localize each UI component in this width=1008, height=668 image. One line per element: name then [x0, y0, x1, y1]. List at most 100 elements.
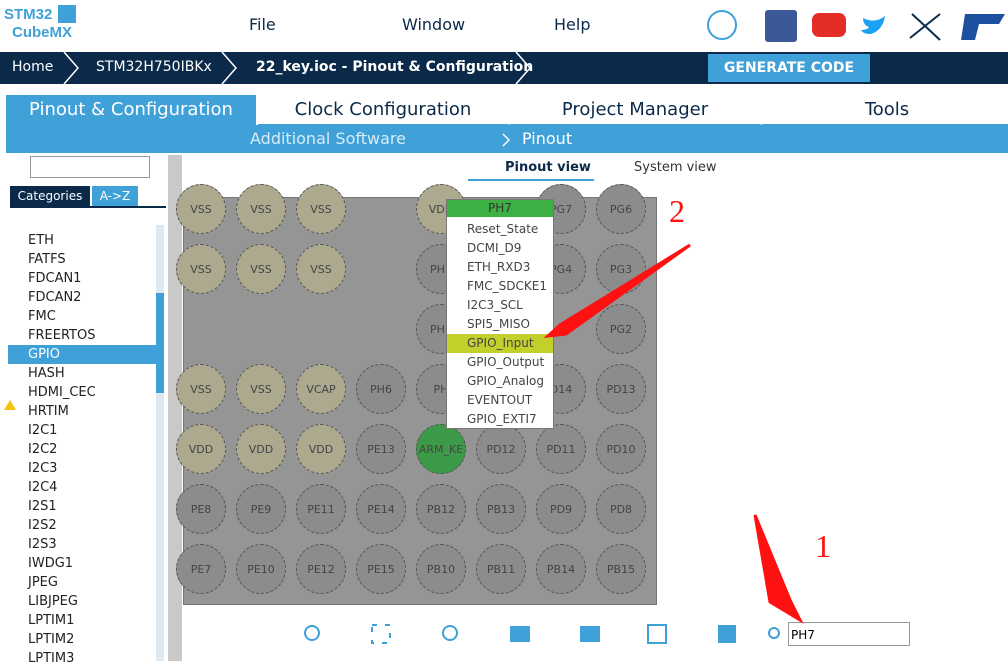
pin[interactable]: PG3 — [596, 244, 646, 294]
pin[interactable]: VSS — [176, 364, 226, 414]
pin[interactable]: PE14 — [356, 484, 406, 534]
pin-popup: PH7 Reset_State DCMI_D9 ETH_RXD3 FMC_SDCKE1 I… — [446, 199, 554, 429]
pin[interactable]: VSS — [236, 184, 286, 234]
pin[interactable]: VSS — [176, 184, 226, 234]
pin[interactable]: PE12 — [296, 544, 346, 594]
view-tab[interactable]: Pinout view — [505, 160, 591, 175]
pin[interactable]: VSS — [236, 244, 286, 294]
main-tab[interactable]: Pinout & Configuration — [6, 95, 258, 125]
sidebar-item[interactable]: FDCAN1 — [28, 271, 82, 286]
pin[interactable]: PG6 — [596, 184, 646, 234]
pin[interactable]: PD13 — [596, 364, 646, 414]
sidebar-item[interactable]: I2S3 — [28, 537, 57, 552]
crumb-sep — [515, 51, 531, 85]
pin[interactable]: PH6 — [356, 364, 406, 414]
sidebar-item[interactable]: I2C3 — [28, 461, 58, 476]
popup-item[interactable]: GPIO_Analog — [467, 374, 544, 388]
sidebar-item[interactable]: HASH — [28, 366, 65, 381]
pin[interactable]: VDD — [176, 424, 226, 474]
sidebar-tab[interactable]: A->Z — [92, 186, 138, 206]
pin[interactable]: PG2 — [596, 304, 646, 354]
pin[interactable]: VSS — [296, 184, 346, 234]
crumb-sep — [221, 51, 237, 85]
pin[interactable]: PE9 — [236, 484, 286, 534]
pin[interactable]: PE7 — [176, 544, 226, 594]
pin[interactable]: PE11 — [296, 484, 346, 534]
sidebar-item[interactable]: I2C2 — [28, 442, 58, 457]
network-icon — [909, 13, 941, 41]
sidebar-item[interactable]: I2S1 — [28, 499, 57, 514]
sidebar-item[interactable]: LPTIM2 — [28, 632, 75, 647]
sidebar-scrollbar — [156, 225, 164, 661]
sub-tab[interactable]: Pinout — [522, 129, 573, 148]
pin[interactable]: PB10 — [416, 544, 466, 594]
pin[interactable]: PE13 — [356, 424, 406, 474]
sidebar-item[interactable]: FREERTOS — [28, 328, 96, 343]
main-tab[interactable]: Clock Configuration — [258, 95, 510, 125]
pin[interactable]: PB13 — [476, 484, 526, 534]
sidebar-item[interactable]: JPEG — [28, 575, 58, 590]
pin[interactable]: PE8 — [176, 484, 226, 534]
pin[interactable]: PB14 — [536, 544, 586, 594]
popup-item[interactable]: I2C3_SCL — [467, 298, 523, 312]
sidebar-item[interactable]: HDMI_CEC — [28, 385, 96, 400]
popup-item[interactable]: GPIO_Output — [467, 355, 545, 369]
popup-item[interactable]: DCMI_D9 — [467, 241, 522, 255]
pin[interactable]: VSS — [236, 364, 286, 414]
sidebar-item[interactable]: FDCAN2 — [28, 290, 82, 305]
sidebar-item[interactable]: I2S2 — [28, 518, 57, 533]
popup-item[interactable]: GPIO_EXTI7 — [467, 412, 537, 426]
pin[interactable]: VSS — [176, 244, 226, 294]
main-tab[interactable]: Tools — [762, 95, 1008, 125]
search-box[interactable]: PH7 — [788, 622, 910, 646]
menu-item: Window — [402, 15, 466, 34]
menu-item: Help — [554, 15, 591, 34]
sidebar-item[interactable]: ETH — [28, 233, 54, 248]
logo-cube — [58, 5, 76, 23]
sidebar-item[interactable]: IWDG1 — [28, 556, 74, 571]
popup-item[interactable]: Reset_State — [467, 222, 539, 236]
pin[interactable]: PD8 — [596, 484, 646, 534]
view-tab[interactable]: System view — [634, 160, 717, 175]
sidebar-item[interactable]: HRTIM — [28, 404, 69, 419]
sidebar-item[interactable]: GPIO — [8, 345, 156, 364]
sidebar-item[interactable]: I2C1 — [28, 423, 58, 438]
pin[interactable]: PD10 — [596, 424, 646, 474]
pin[interactable]: PD12 — [476, 424, 526, 474]
pin[interactable]: PE10 — [236, 544, 286, 594]
popup-item[interactable]: FMC_SDCKE1 — [467, 279, 547, 293]
pin[interactable]: ARM_KE — [416, 424, 466, 474]
pin[interactable]: PE15 — [356, 544, 406, 594]
pin[interactable]: PD11 — [536, 424, 586, 474]
generate-button[interactable]: GENERATE CODE — [708, 54, 870, 82]
logo-text: CubeMX — [12, 24, 72, 41]
breadcrumb-item: STM32H750IBKx — [96, 59, 212, 75]
sidebar-tab[interactable]: Categories — [10, 186, 90, 206]
st-logo — [961, 14, 1005, 40]
sidebar-item[interactable]: FATFS — [28, 252, 66, 267]
pin[interactable]: PB11 — [476, 544, 526, 594]
popup-item[interactable]: SPI5_MISO — [467, 317, 530, 331]
view-tab-underline — [468, 179, 594, 181]
popup-item[interactable]: GPIO_Input — [447, 334, 553, 353]
logo-text: STM32 — [4, 6, 53, 23]
pin[interactable]: VDD — [296, 424, 346, 474]
facebook-icon — [765, 10, 797, 42]
sub-tab[interactable]: Additional Software — [250, 129, 406, 148]
pin[interactable]: VCAP — [296, 364, 346, 414]
popup-item[interactable]: ETH_RXD3 — [467, 260, 531, 274]
pin[interactable]: PB15 — [596, 544, 646, 594]
main-tab[interactable]: Project Manager — [510, 95, 762, 125]
sidebar-item[interactable]: I2C4 — [28, 480, 58, 495]
pin[interactable]: VSS — [296, 244, 346, 294]
popup-header: PH7 — [447, 200, 553, 217]
popup-item[interactable]: EVENTOUT — [467, 393, 533, 407]
pin[interactable]: VDD — [236, 424, 286, 474]
pin[interactable]: PD9 — [536, 484, 586, 534]
sidebar-item[interactable]: FMC — [28, 309, 56, 324]
sidebar-item[interactable]: LPTIM1 — [28, 613, 75, 628]
pin[interactable]: PB12 — [416, 484, 466, 534]
sidebar-scroll-thumb — [156, 293, 164, 393]
sidebar-item[interactable]: LIBJPEG — [28, 594, 78, 609]
